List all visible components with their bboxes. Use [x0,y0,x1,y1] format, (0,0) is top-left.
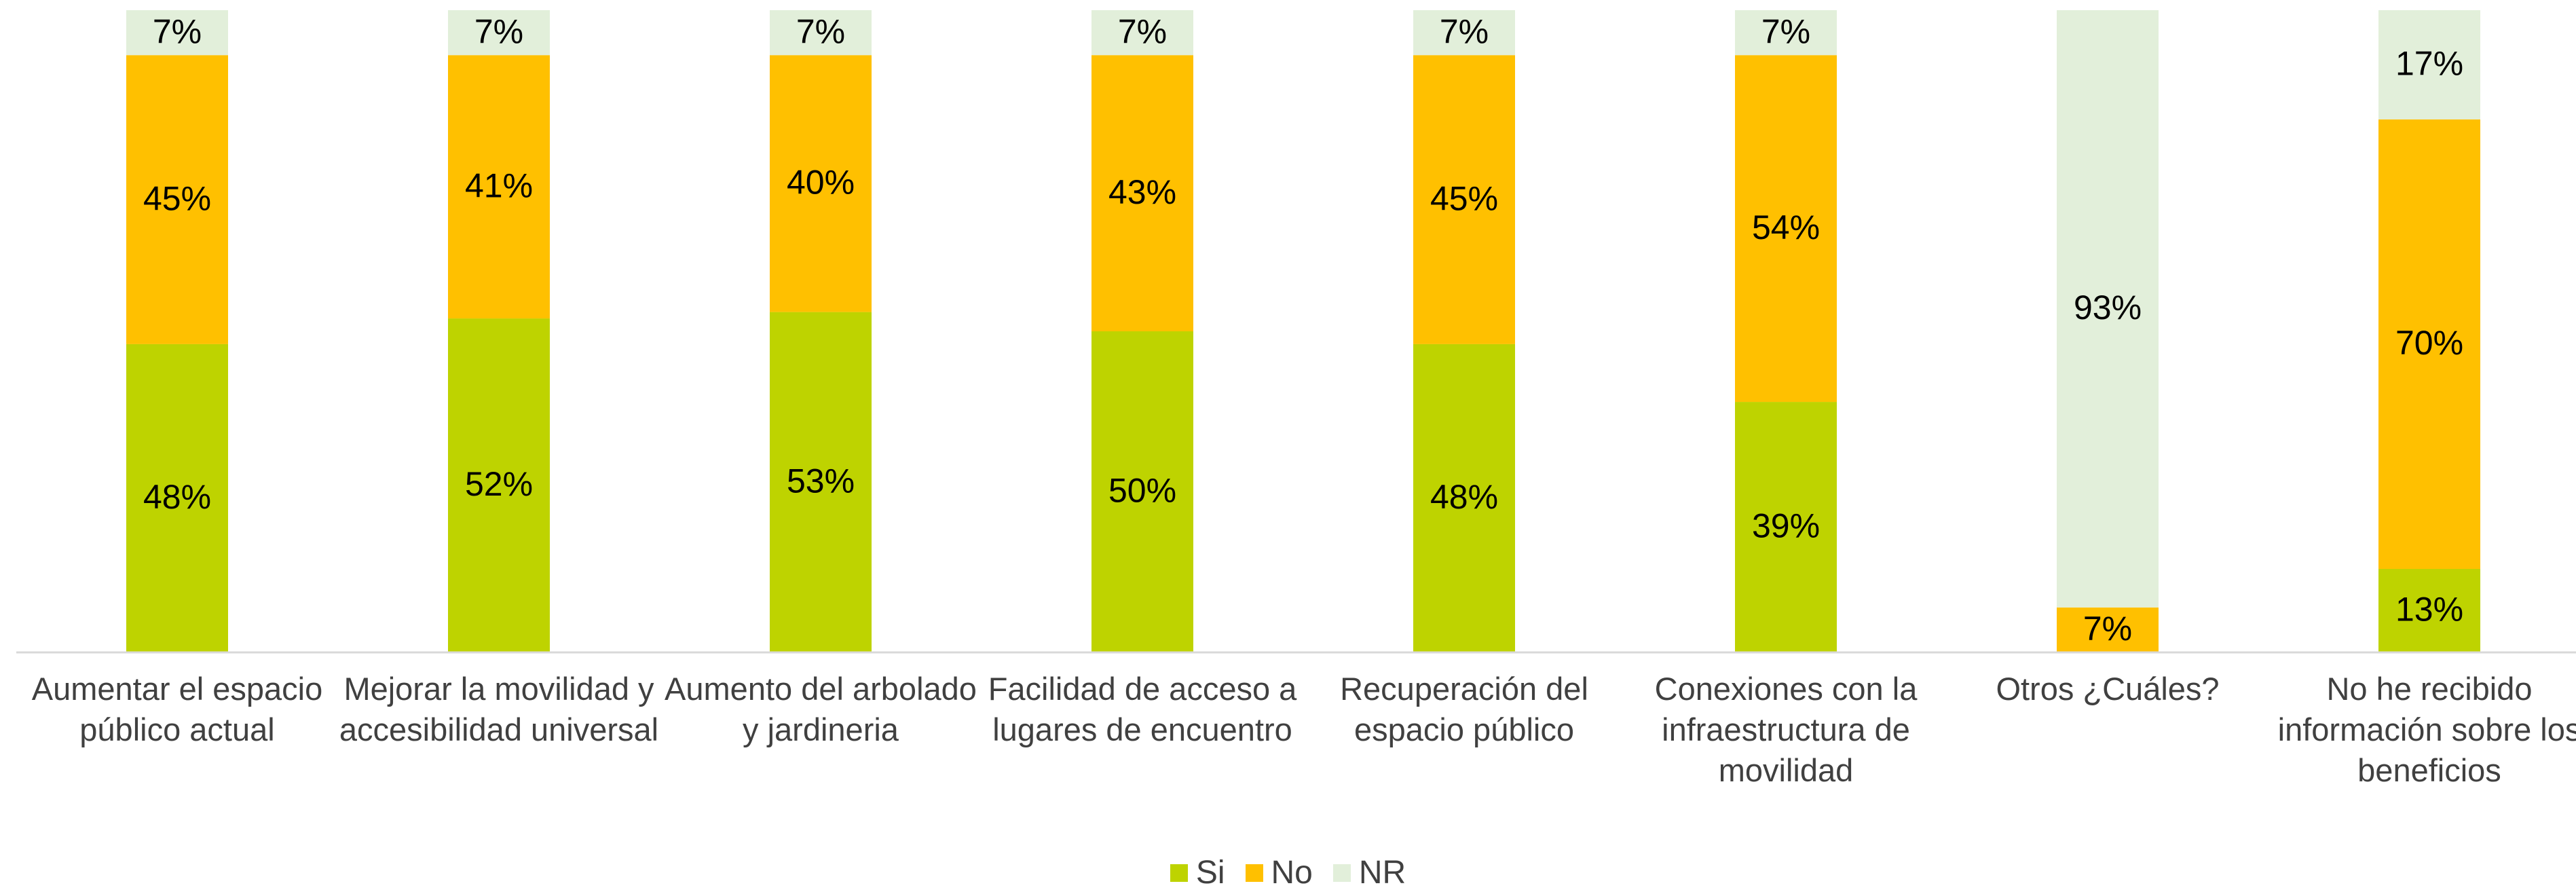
legend-swatch [1245,864,1263,882]
legend-label: Si [1195,855,1225,890]
x-tick-label: Conexiones con la infraestructura de mov… [1654,671,1918,788]
data-label: 48% [143,478,211,516]
bar-segment [1735,402,1837,652]
legend-item: No [1245,854,1313,890]
data-label: 48% [1430,478,1498,516]
bar-segment [1413,10,1515,56]
data-label: 93% [2074,289,2142,327]
x-tick-label: Aumentar el espacio público actual [31,671,323,747]
bar-segment [448,10,550,56]
data-label: 7% [1761,12,1810,50]
x-tick-label: Mejorar la movilidad y accesibilidad uni… [339,671,659,747]
data-label: 53% [787,462,855,500]
legend-swatch [1170,864,1188,882]
bar-segment [2378,569,2480,652]
x-tick-label: Facilidad de acceso a lugares de encuent… [988,671,1297,747]
data-label: 70% [2395,324,2463,362]
bar-segment [770,55,872,312]
data-label: 7% [474,12,523,50]
plot-area: 48% 45% 7% 52% 41% 7% 53% 40% 7% 50% 43% 7% 48% 45% 7%… [16,10,2576,654]
bar-segment [1413,55,1515,344]
x-tick-label: No he recibido información sobre los ben… [2277,671,2576,788]
bar-segment [2378,119,2480,570]
data-label: 43% [1108,173,1176,211]
legend-item: NR [1332,854,1406,890]
data-label: 13% [2395,591,2463,629]
legend-swatch [1332,864,1351,882]
x-tick-label: Aumento del arbolado y jardineria [665,671,977,747]
bar-segment [1735,55,1837,403]
data-label: 50% [1108,472,1176,510]
data-label: 39% [1752,507,1820,545]
bar-segment [126,10,228,56]
data-label: 40% [787,164,855,202]
bar-segment [448,55,550,319]
bar-segment [1735,10,1837,56]
data-label: 7% [796,12,845,50]
bar-segment [2057,607,2159,652]
data-label: 7% [153,12,202,50]
data-label: 45% [1430,179,1498,217]
legend-label: No [1271,855,1313,890]
data-label: 45% [143,179,211,217]
bar-segment [1091,331,1193,652]
bar-segment [2057,10,2159,608]
data-label: 41% [465,166,533,204]
data-label: 7% [1440,12,1489,50]
data-label: 7% [2083,610,2132,648]
data-label: 17% [2395,45,2463,83]
legend: Si No NR [0,854,2576,890]
bar-segment [448,318,550,652]
data-label: 52% [465,465,533,503]
x-tick-label: Recuperación del espacio público [1340,671,1588,747]
legend-label: NR [1358,855,1406,890]
bar-segment [770,10,872,56]
bar-segment [1091,10,1193,56]
bar-segment [1413,344,1515,652]
bar-segment [2378,10,2480,119]
bar-segment [126,55,228,344]
bar-segment [1091,55,1193,331]
bar-segment [770,312,872,652]
bar-segment [126,344,228,652]
data-label: 7% [1118,12,1167,50]
data-label: 54% [1752,208,1820,246]
legend-item: Si [1170,854,1225,890]
x-tick-label: Otros ¿Cuáles? [1996,671,2220,707]
